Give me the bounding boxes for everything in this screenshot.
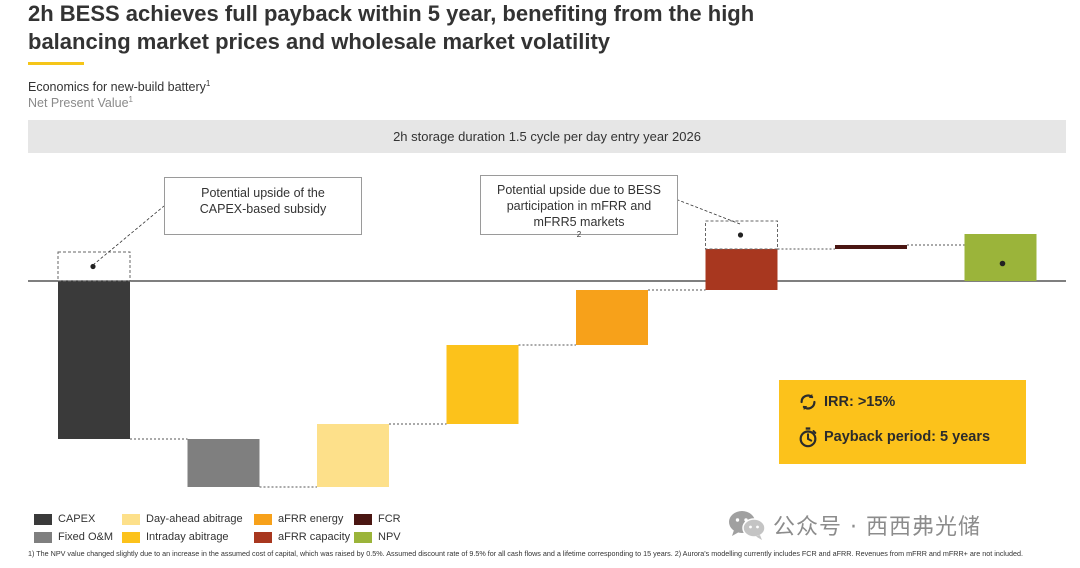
- legend-label-capex: CAPEX: [58, 513, 96, 526]
- upside-marker-capex: [90, 263, 96, 270]
- legend-label-afrr-capacity: aFRR capacity: [278, 531, 351, 544]
- legend-item-day-ahead: Day-ahead abitrage: [122, 512, 243, 526]
- subtitle-label-footnote-mark: 1: [205, 78, 211, 88]
- callout-2-line-3: mFRR5 markets: [533, 215, 625, 229]
- metric-footnote-mark: 1: [128, 94, 133, 104]
- kpi-payback-text: Payback period: 5 years: [824, 429, 991, 445]
- bar-fixed-om: [187, 439, 260, 487]
- legend-item-fixed-om: Fixed O&M: [34, 530, 113, 544]
- legend-label-day-ahead: Day-ahead abitrage: [146, 513, 243, 526]
- chart-subtitle: Economics for new-build battery1: [28, 78, 211, 94]
- legend-swatch-fixed-om: [34, 531, 52, 543]
- bar-afrr-capacity: [705, 249, 778, 290]
- legend-item-afrr-energy: aFRR energy: [254, 512, 343, 526]
- stopwatch-icon: [799, 427, 817, 448]
- legend-swatch-fcr: [354, 513, 372, 525]
- legend-swatch-npv: [354, 531, 372, 543]
- legend-swatch-intraday: [122, 531, 140, 543]
- title-accent-bar: [28, 62, 84, 65]
- npv-marker: [999, 260, 1006, 267]
- legend-item-capex: CAPEX: [34, 512, 95, 526]
- legend-label-intraday: Intraday abitrage: [146, 531, 229, 544]
- legend-label-fcr: FCR: [378, 513, 401, 526]
- connectors-group: [130, 244, 965, 488]
- legend-swatch-day-ahead: [122, 513, 140, 525]
- callout-2-footnote-mark: 2: [576, 229, 582, 239]
- refresh-icon: [800, 393, 816, 411]
- wechat-icon: [729, 511, 766, 540]
- callout-1-leader-line: [92, 205, 165, 266]
- legend-swatch-afrr-energy: [254, 513, 272, 525]
- watermark-text: 公众号 · 西西弗光储: [773, 515, 981, 540]
- callout-2-line-1: Potential upside due to BESS: [496, 183, 661, 197]
- legend-item-npv: NPV: [354, 530, 401, 544]
- bar-fcr: [835, 245, 907, 249]
- leader-lines-group: [92, 199, 741, 266]
- wechat-watermark: 公众号 · 西西弗光储: [727, 508, 981, 542]
- legend-swatch-afrr-capacity: [254, 531, 272, 543]
- legend-item-intraday: Intraday abitrage: [122, 530, 229, 544]
- bar-capex: [58, 281, 130, 439]
- chart-legend: CAPEX Fixed O&M Day-ahead abitrage Intra…: [34, 512, 414, 548]
- upside-box-capex: [57, 251, 131, 282]
- bar-intraday-abitrage: [446, 345, 519, 424]
- callout-mfrr-upside: Potential upside due to BESS participati…: [480, 175, 678, 238]
- chart-metric: Net Present Value1: [28, 94, 133, 110]
- legend-item-fcr: FCR: [354, 512, 401, 526]
- kpi-box: IRR: >15% Payback period: 5 years: [779, 380, 1026, 464]
- kpi-payback: Payback period: 5 years: [797, 426, 990, 448]
- callout-capex-subsidy: Potential upside of the CAPEX-based subs…: [164, 177, 362, 235]
- bar-afrr-energy: [576, 290, 648, 345]
- callout-1-line-1: Potential upside of the: [201, 186, 325, 200]
- metric-label: Net Present Value: [28, 96, 129, 110]
- callout-1-line-2: CAPEX-based subsidy: [199, 202, 327, 216]
- kpi-irr-text: IRR: >15%: [824, 394, 896, 410]
- legend-label-fixed-om: Fixed O&M: [58, 531, 114, 544]
- upside-marker-afrr-capacity: [737, 232, 744, 238]
- callout-2-line-3-wrap: mFRR5 markets 2: [481, 214, 677, 246]
- legend-swatch-capex: [34, 513, 52, 525]
- kpi-irr: IRR: >15%: [797, 391, 895, 413]
- scenario-text: 2h storage duration 1.5 cycle per day en…: [393, 129, 701, 144]
- title-line-1: 2h BESS achieves full payback within 5 y…: [28, 1, 755, 26]
- callout-2-leader-line: [677, 199, 741, 225]
- upside-group: [57, 220, 1006, 282]
- title-line-2: balancing market prices and wholesale ma…: [28, 29, 611, 54]
- upside-box-afrr-capacity: [705, 220, 778, 250]
- legend-label-npv: NPV: [378, 531, 401, 544]
- footnote: 1) The NPV value changed slightly due to…: [28, 549, 1024, 558]
- bars-group: [58, 234, 1037, 487]
- bar-day-ahead-abitrage: [317, 424, 389, 487]
- subtitle-label: Economics for new-build battery: [28, 80, 206, 94]
- legend-item-afrr-capacity: aFRR capacity: [254, 530, 350, 544]
- scenario-band: 2h storage duration 1.5 cycle per day en…: [28, 120, 1066, 153]
- bar-npv: [964, 234, 1037, 281]
- legend-label-afrr-energy: aFRR energy: [278, 513, 344, 526]
- page-title: 2h BESS achieves full payback within 5 y…: [28, 0, 1028, 56]
- callout-2-line-2: participation in mFRR and: [506, 199, 652, 213]
